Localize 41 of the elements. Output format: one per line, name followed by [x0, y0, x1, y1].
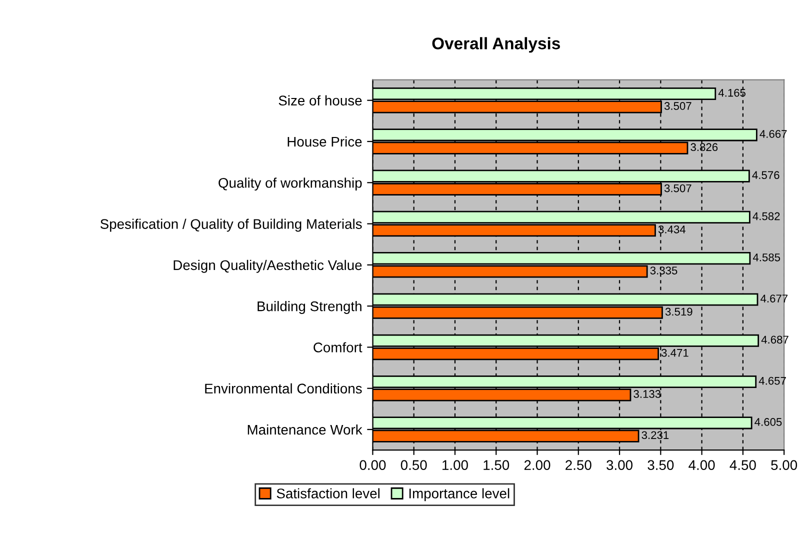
data-label: 3.231: [642, 431, 669, 440]
data-label: 4.576: [752, 171, 780, 180]
data-label: 4.165: [718, 88, 746, 97]
y-tick-label: Comfort: [314, 342, 362, 352]
data-label: 4.582: [752, 212, 780, 220]
y-tick-label: Building Strength: [258, 301, 362, 314]
y-tick-label: Size of house: [278, 95, 362, 106]
x-tick-label: 0.00: [360, 460, 386, 470]
chart-title: Overall Analysis: [432, 37, 560, 53]
legend-label: Importance level: [409, 488, 510, 502]
x-tick-label: 1.50: [484, 460, 510, 470]
data-label: 3.507: [664, 184, 692, 192]
data-label: 3.434: [658, 225, 686, 234]
data-label: 3.519: [665, 308, 692, 316]
x-tick-label: 3.00: [606, 460, 632, 470]
data-label: 3.133: [634, 390, 661, 398]
x-tick-label: 5.00: [771, 460, 798, 470]
data-label: 4.585: [752, 253, 780, 262]
data-label: 3.507: [664, 102, 692, 110]
data-label: 3.335: [650, 266, 678, 274]
y-tick-label: Design Quality/Aesthetic Value: [174, 260, 362, 273]
data-label: 4.687: [761, 336, 788, 344]
data-label: 4.657: [758, 376, 786, 385]
y-tick-label: Environmental Conditions: [205, 383, 362, 394]
data-label: 4.667: [760, 130, 787, 138]
y-tick-label: Quality of workmanship: [218, 178, 362, 191]
data-label: 4.677: [760, 294, 788, 302]
data-label: 4.605: [754, 418, 782, 426]
data-label: 3.471: [661, 348, 688, 357]
x-tick-label: 4.00: [688, 460, 715, 470]
y-tick-label: Maintenance Work: [248, 424, 362, 435]
data-label: 3.826: [690, 143, 718, 152]
x-tick-label: 4.50: [730, 460, 756, 470]
x-tick-label: 3.50: [648, 460, 674, 470]
x-tick-label: 1.00: [442, 460, 468, 470]
legend-label: Satisfaction level: [276, 488, 380, 498]
x-tick-label: 0.50: [400, 460, 427, 470]
y-tick-label: Spesification / Quality of Building Materials: [100, 218, 362, 232]
x-tick-label: 2.00: [524, 460, 550, 470]
y-tick-label: House Price: [288, 136, 362, 147]
x-tick-label: 2.50: [566, 460, 592, 470]
